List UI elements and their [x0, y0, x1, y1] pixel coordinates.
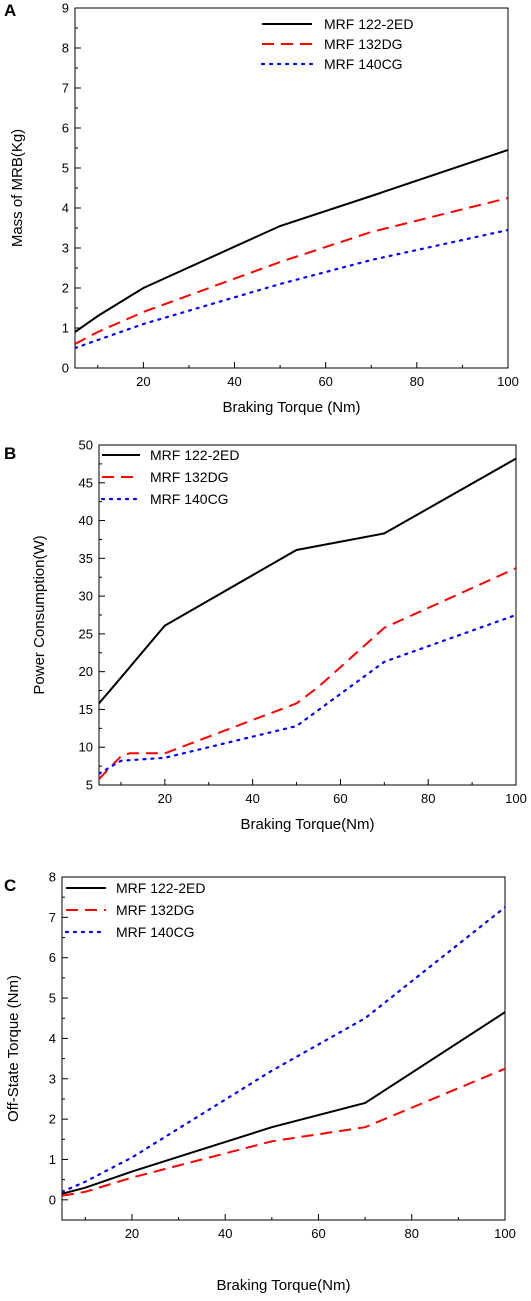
y-axis-title: Off-State Torque (Nm)	[5, 975, 22, 1122]
x-tick-label: 80	[405, 1226, 419, 1241]
series-line-3	[99, 613, 516, 775]
chart-panel-c: C 20 40 60 80 100 0 1 2 3 4 5 6 7 8 Braking Torque(Nm) O…	[4, 870, 516, 1295]
y-tick-label: 0	[49, 1192, 56, 1207]
y-tick-label: 4	[49, 1031, 56, 1046]
y-tick-label: 25	[79, 626, 93, 641]
y-tick-label: 5	[86, 778, 93, 793]
y-tick-label: 10	[79, 740, 93, 755]
legend-label-3: MRF 140CG	[116, 924, 195, 940]
series-line-2	[62, 1067, 505, 1197]
x-tick-label: 60	[311, 1226, 325, 1241]
legend-label-3: MRF 140CG	[324, 56, 403, 72]
x-tick-label: 80	[410, 374, 424, 389]
x-tick-label: 40	[245, 791, 259, 806]
y-tick-label: 3	[49, 1071, 56, 1086]
y-tick-label: 1	[62, 321, 69, 336]
x-axis-title: Braking Torque(Nm)	[241, 816, 375, 833]
y-tick-label: 5	[49, 991, 56, 1006]
y-tick-label: 35	[79, 551, 93, 566]
y-tick-label: 2	[62, 281, 69, 296]
y-tick-label: 8	[49, 870, 56, 885]
chart-panel-b: B 20 40 60 80 100 5 10 15 20 25 30 35 40 45 50 Braking T…	[4, 438, 527, 834]
panel-letter: C	[4, 876, 16, 895]
series-line-2	[99, 567, 516, 780]
legend-label-1: MRF 122-2ED	[116, 880, 205, 896]
y-axis-title: Mass of MRB(Kg)	[9, 129, 26, 247]
legend: MRF 122-2ED MRF 132DG MRF 140CG	[100, 447, 239, 507]
legend-label-2: MRF 132DG	[150, 469, 229, 485]
plot-frame	[61, 876, 506, 1221]
y-tick-label: 50	[79, 438, 93, 453]
panel-letter: A	[4, 1, 16, 20]
y-tick-label: 3	[62, 241, 69, 256]
y-tick-label: 6	[49, 950, 56, 965]
x-tick-label: 100	[497, 374, 519, 389]
legend-label-1: MRF 122-2ED	[324, 16, 413, 32]
panel-letter: B	[4, 444, 16, 463]
series-line-1	[99, 457, 516, 705]
x-tick-label: 20	[125, 1226, 139, 1241]
x-tick-label: 60	[333, 791, 347, 806]
x-tick-label: 20	[136, 374, 150, 389]
y-tick-label: 8	[62, 41, 69, 56]
y-tick-label: 30	[79, 589, 93, 604]
series-line-3	[62, 906, 505, 1193]
y-tick-label: 0	[62, 361, 69, 376]
series-line-1	[62, 1011, 505, 1195]
x-tick-label: 20	[158, 791, 172, 806]
y-tick-label: 6	[62, 121, 69, 136]
legend-label-1: MRF 122-2ED	[150, 447, 239, 463]
x-axis-title: Braking Torque (Nm)	[222, 399, 360, 416]
x-tick-label: 80	[421, 791, 435, 806]
y-tick-label: 5	[62, 161, 69, 176]
y-tick-label: 1	[49, 1152, 56, 1167]
legend-label-2: MRF 132DG	[324, 36, 403, 52]
y-tick-label: 15	[79, 702, 93, 717]
x-axis-title: Braking Torque(Nm)	[217, 1277, 351, 1294]
y-tick-label: 7	[62, 81, 69, 96]
x-tick-label: 60	[318, 374, 332, 389]
series-line-1	[75, 149, 508, 333]
y-tick-label: 20	[79, 664, 93, 679]
x-tick-label: 40	[218, 1226, 232, 1241]
y-tick-label: 4	[62, 201, 69, 216]
legend-label-2: MRF 132DG	[116, 902, 195, 918]
legend-label-3: MRF 140CG	[150, 491, 229, 507]
legend: MRF 122-2ED MRF 132DG MRF 140CG	[64, 880, 205, 940]
x-tick-label: 40	[227, 374, 241, 389]
chart-panel-a: A 20 40 60 80 100 0 1 2 3 4 5 6 7 8 9 Braking Torque (Nm…	[4, 1, 519, 417]
y-tick-label: 40	[79, 513, 93, 528]
y-tick-label: 7	[49, 910, 56, 925]
y-tick-label: 2	[49, 1112, 56, 1127]
series-line-2	[75, 197, 508, 345]
y-tick-label: 45	[79, 475, 93, 490]
x-tick-label: 100	[505, 791, 527, 806]
y-tick-label: 9	[62, 1, 69, 16]
legend: MRF 122-2ED MRF 132DG MRF 140CG	[260, 16, 413, 72]
plot-frame	[74, 7, 509, 369]
series-line-3	[75, 228, 508, 350]
y-axis-title: Power Consumption(W)	[31, 535, 48, 694]
x-tick-label: 100	[494, 1226, 516, 1241]
